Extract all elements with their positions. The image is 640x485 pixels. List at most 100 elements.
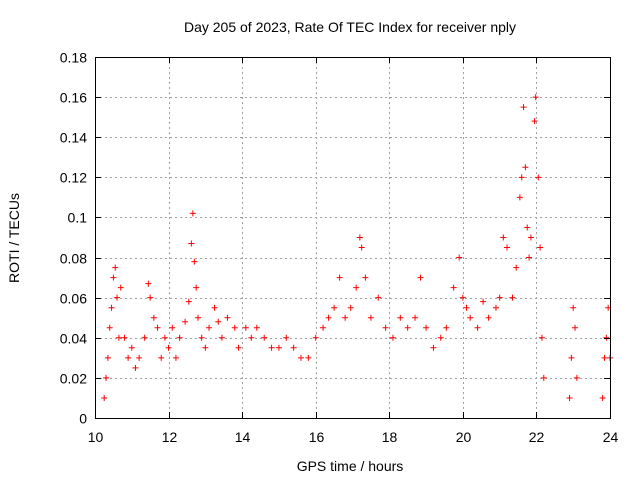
data-point bbox=[125, 354, 132, 361]
data-point bbox=[268, 344, 275, 351]
y-tick-label: 0.1 bbox=[68, 210, 88, 226]
data-point bbox=[189, 210, 196, 217]
plot-frame bbox=[95, 57, 611, 419]
data-point bbox=[101, 394, 108, 401]
y-tick-label: 0.16 bbox=[60, 90, 87, 106]
data-point bbox=[154, 324, 161, 331]
data-point bbox=[535, 174, 542, 181]
data-point bbox=[362, 274, 369, 281]
data-point bbox=[342, 314, 349, 321]
x-tick-label: 18 bbox=[382, 429, 398, 445]
data-point bbox=[188, 240, 195, 247]
y-tick-label: 0 bbox=[79, 411, 87, 427]
data-point bbox=[158, 354, 165, 361]
data-point bbox=[206, 324, 213, 331]
data-point bbox=[437, 334, 444, 341]
data-point bbox=[538, 334, 545, 341]
data-point bbox=[117, 284, 124, 291]
data-point bbox=[526, 254, 533, 261]
data-point bbox=[115, 334, 122, 341]
x-tick-label: 24 bbox=[603, 429, 619, 445]
data-point bbox=[430, 344, 437, 351]
y-axis: 0 0.02 0.04 0.06 0.08 0.1 0.12 0.14 0.16 0.18 bbox=[60, 50, 610, 427]
data-point bbox=[516, 194, 523, 201]
data-point bbox=[112, 264, 119, 271]
data-point bbox=[114, 294, 121, 301]
y-tick-label: 0.04 bbox=[60, 331, 87, 347]
data-point bbox=[325, 314, 332, 321]
data-point bbox=[172, 354, 179, 361]
data-point bbox=[108, 304, 115, 311]
data-point bbox=[224, 314, 231, 321]
data-point bbox=[150, 314, 157, 321]
data-point bbox=[128, 344, 135, 351]
data-point bbox=[218, 334, 225, 341]
data-point bbox=[504, 244, 510, 251]
data-point bbox=[537, 244, 544, 251]
data-point bbox=[570, 304, 577, 311]
data-point bbox=[417, 274, 424, 281]
data-point bbox=[211, 304, 218, 311]
data-point bbox=[520, 104, 527, 111]
data-point bbox=[358, 244, 365, 251]
data-point bbox=[397, 314, 404, 321]
data-point bbox=[480, 298, 487, 305]
data-point bbox=[573, 374, 580, 381]
data-point bbox=[450, 284, 457, 291]
data-point bbox=[261, 334, 268, 341]
x-tick-label: 12 bbox=[162, 429, 178, 445]
x-tick-label: 22 bbox=[529, 429, 545, 445]
data-point bbox=[242, 324, 249, 331]
data-point bbox=[248, 334, 255, 341]
data-point bbox=[572, 324, 579, 331]
data-point bbox=[389, 334, 396, 341]
data-point bbox=[404, 324, 411, 331]
data-point bbox=[367, 314, 374, 321]
data-point bbox=[275, 344, 282, 351]
y-axis-label: ROTI / TECUs bbox=[6, 193, 22, 283]
data-point bbox=[132, 364, 139, 371]
x-tick-label: 10 bbox=[88, 429, 104, 445]
data-point bbox=[176, 334, 183, 341]
data-point bbox=[147, 294, 154, 301]
data-point bbox=[165, 344, 172, 351]
data-point bbox=[104, 354, 111, 361]
data-point bbox=[336, 274, 343, 281]
data-point bbox=[253, 324, 260, 331]
data-point bbox=[540, 374, 547, 381]
data-point bbox=[290, 344, 297, 351]
data-point bbox=[231, 324, 238, 331]
y-tick-label: 0.02 bbox=[60, 371, 87, 387]
data-point bbox=[169, 324, 176, 331]
data-point bbox=[141, 334, 148, 341]
y-tick-label: 0.14 bbox=[60, 130, 87, 146]
data-point bbox=[145, 280, 152, 287]
data-points bbox=[101, 94, 613, 401]
y-tick-label: 0.18 bbox=[60, 50, 87, 66]
data-point bbox=[509, 294, 516, 301]
data-point bbox=[527, 234, 534, 241]
data-point bbox=[353, 284, 360, 291]
data-point bbox=[443, 324, 450, 331]
data-point bbox=[500, 234, 507, 241]
x-axis: 10 12 14 16 18 20 22 24 bbox=[88, 57, 619, 445]
grid bbox=[95, 57, 610, 418]
data-point bbox=[191, 258, 198, 265]
data-point bbox=[513, 264, 520, 271]
data-point bbox=[599, 394, 606, 401]
data-point bbox=[566, 394, 573, 401]
data-point bbox=[518, 174, 525, 181]
data-point bbox=[121, 334, 128, 341]
data-point bbox=[456, 254, 463, 261]
data-point bbox=[347, 304, 354, 311]
data-point bbox=[106, 324, 113, 331]
data-point bbox=[459, 294, 466, 301]
data-point bbox=[412, 314, 419, 321]
data-point bbox=[331, 304, 338, 311]
y-tick-label: 0.06 bbox=[60, 291, 87, 307]
data-point bbox=[423, 324, 430, 331]
data-point bbox=[524, 224, 531, 231]
data-point bbox=[235, 344, 242, 351]
data-point bbox=[375, 294, 382, 301]
